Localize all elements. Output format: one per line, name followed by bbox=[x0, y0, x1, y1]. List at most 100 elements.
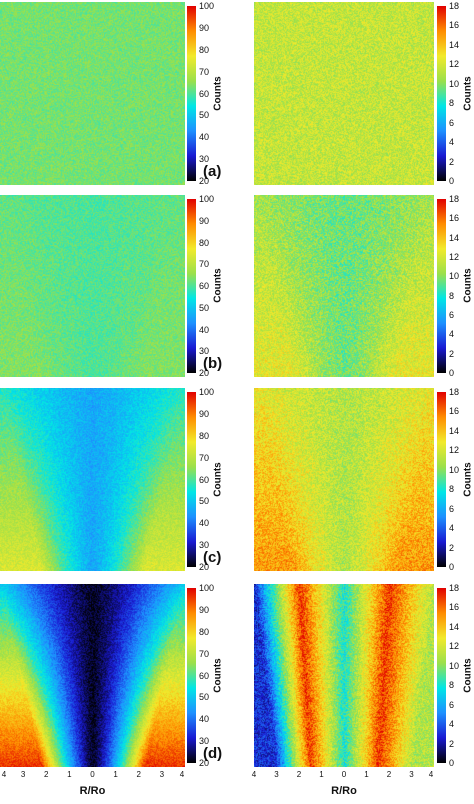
colorbar-left-2 bbox=[187, 392, 196, 567]
colorbar-tick: 8 bbox=[449, 484, 455, 495]
colorbar-tick: 8 bbox=[449, 290, 455, 301]
colorbar-tick: 6 bbox=[449, 503, 455, 514]
colorbar-tick: 100 bbox=[199, 1, 215, 11]
colorbar-tick: 50 bbox=[199, 692, 210, 703]
colorbar-tick: 4 bbox=[449, 523, 455, 534]
x-tick: 1 bbox=[319, 770, 324, 779]
panel-label: (a) bbox=[203, 163, 222, 180]
colorbar-tick: 4 bbox=[449, 137, 455, 148]
x-axis-label: R/Ro bbox=[79, 785, 106, 797]
x-tick: 1 bbox=[364, 770, 369, 779]
x-tick: 0 bbox=[341, 770, 347, 779]
colorbar-tick: 10 bbox=[449, 78, 460, 89]
heatmap-left-d bbox=[0, 584, 185, 767]
panel-label: (c) bbox=[203, 549, 222, 566]
colorbar-tick: 16 bbox=[449, 602, 460, 613]
colorbar-label: Counts bbox=[462, 657, 474, 693]
colorbar-tick: 30 bbox=[199, 540, 210, 551]
x-tick: 3 bbox=[274, 770, 279, 779]
colorbar-label: Counts bbox=[212, 268, 224, 303]
colorbar-tick: 4 bbox=[449, 329, 455, 340]
colorbar-label: Counts bbox=[462, 75, 474, 111]
panel-label: (d) bbox=[203, 745, 223, 762]
x-tick: 0 bbox=[90, 770, 95, 779]
colorbar-tick: 100 bbox=[199, 387, 215, 397]
colorbar-tick: 20 bbox=[199, 368, 210, 378]
x-tick: 4 bbox=[428, 770, 434, 779]
colorbar-tick: 0 bbox=[449, 176, 455, 186]
colorbar-tick: 90 bbox=[199, 408, 210, 419]
colorbar-label: Counts bbox=[212, 75, 224, 111]
colorbar-tick: 90 bbox=[199, 215, 210, 226]
colorbar-tick: 0 bbox=[449, 562, 455, 572]
colorbar-tick: 50 bbox=[199, 110, 210, 121]
colorbar-tick: 6 bbox=[449, 699, 455, 710]
colorbar-tick: 40 bbox=[199, 714, 210, 725]
colorbar-tick: 60 bbox=[199, 281, 210, 291]
x-tick: 1 bbox=[67, 770, 72, 779]
colorbar-tick: 80 bbox=[199, 237, 210, 248]
colorbar-tick: 2 bbox=[449, 348, 455, 359]
colorbar-tick: 100 bbox=[199, 583, 215, 593]
x-tick: 2 bbox=[136, 770, 141, 779]
colorbar-tick: 70 bbox=[199, 66, 210, 77]
colorbar-tick: 8 bbox=[449, 680, 455, 691]
colorbar-tick: 16 bbox=[449, 20, 460, 31]
colorbar-tick: 30 bbox=[199, 736, 210, 747]
colorbar-tick: 14 bbox=[449, 621, 460, 632]
colorbar-tick: 80 bbox=[199, 430, 210, 441]
colorbar-right-1 bbox=[437, 199, 446, 373]
colorbar-label: Counts bbox=[212, 657, 224, 693]
colorbar-label: Counts bbox=[212, 461, 224, 497]
colorbar-tick: 50 bbox=[199, 496, 210, 507]
colorbar-tick: 10 bbox=[449, 464, 460, 475]
colorbar-tick: 6 bbox=[449, 117, 455, 128]
x-tick: 2 bbox=[386, 770, 392, 779]
heatmap-right-a bbox=[254, 2, 434, 185]
x-tick: 3 bbox=[20, 770, 26, 779]
colorbar-tick: 2 bbox=[449, 542, 455, 553]
colorbar-tick: 40 bbox=[199, 518, 210, 529]
colorbar-tick: 0 bbox=[449, 368, 455, 378]
x-tick: 3 bbox=[409, 770, 414, 779]
colorbar-tick: 16 bbox=[449, 406, 460, 417]
colorbar-tick: 2 bbox=[449, 738, 455, 749]
colorbar-tick: 70 bbox=[199, 452, 210, 463]
colorbar-tick: 60 bbox=[199, 670, 210, 681]
heatmap-right-d bbox=[254, 584, 434, 767]
colorbar-tick: 18 bbox=[449, 1, 460, 11]
colorbar-tick: 30 bbox=[199, 346, 210, 357]
x-tick: 1 bbox=[113, 770, 118, 779]
colorbar-tick: 20 bbox=[199, 176, 210, 186]
colorbar-tick: 30 bbox=[199, 154, 210, 165]
colorbar-tick: 40 bbox=[199, 324, 210, 335]
x-tick: 4 bbox=[251, 770, 257, 779]
colorbar-tick: 40 bbox=[199, 132, 210, 143]
colorbar-tick: 100 bbox=[199, 194, 215, 204]
colorbar-tick: 8 bbox=[449, 98, 455, 109]
colorbar-tick: 6 bbox=[449, 310, 455, 320]
colorbar-tick: 50 bbox=[199, 302, 210, 313]
panel-label: (b) bbox=[203, 355, 223, 372]
heatmap-right-c bbox=[254, 388, 434, 571]
colorbar-tick: 12 bbox=[449, 59, 460, 70]
colorbar-left-3 bbox=[187, 588, 196, 763]
colorbar-tick: 20 bbox=[199, 562, 210, 572]
colorbar-right-2 bbox=[437, 392, 446, 567]
colorbar-tick: 2 bbox=[449, 156, 455, 167]
colorbar-tick: 12 bbox=[449, 445, 460, 456]
colorbar-tick: 10 bbox=[449, 271, 460, 282]
colorbar-tick: 60 bbox=[199, 88, 210, 99]
colorbar-left-1 bbox=[187, 199, 196, 373]
colorbar-tick: 14 bbox=[449, 232, 460, 243]
colorbar-right-0 bbox=[437, 6, 446, 181]
heatmap-left-b bbox=[0, 195, 185, 377]
colorbar-tick: 14 bbox=[449, 425, 460, 436]
colorbar-tick: 10 bbox=[449, 660, 460, 671]
heatmap-right-b bbox=[254, 195, 434, 377]
colorbar-tick: 90 bbox=[199, 604, 210, 615]
colorbar-tick: 70 bbox=[199, 648, 210, 659]
colorbar-left-0 bbox=[187, 6, 196, 181]
heatmap-left-a bbox=[0, 2, 185, 185]
colorbar-label: Counts bbox=[462, 268, 474, 303]
